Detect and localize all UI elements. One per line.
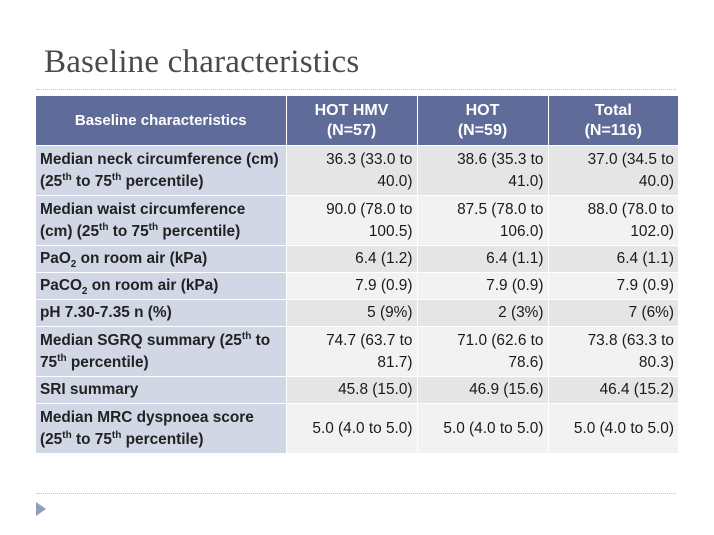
header-total-name: Total (594, 101, 632, 119)
table-row: pH 7.30-7.35 n (%) 5 (9%) 2 (3%) 7 (6%) (36, 299, 678, 327)
triangle-bullet-icon (36, 502, 46, 516)
row-label-sup: th (241, 330, 252, 342)
row-label-text: on room air (kPa) (76, 250, 208, 267)
header-hot-hmv-name: HOT HMV (314, 101, 389, 119)
header-hot-hmv: HOT HMV (N=57) (286, 96, 418, 146)
row-label-text: percentile) (158, 222, 241, 240)
table-row: Median MRC dyspnoea score (25th to 75th … (36, 403, 678, 453)
cell-hot-hmv: 5.0 (4.0 to 5.0) (286, 403, 418, 453)
row-label-text: to 75 (108, 222, 149, 240)
row-label: Median neck circumference (cm) (25th to … (36, 145, 287, 196)
row-label-sub: 2 (70, 259, 77, 271)
row-label-text: percentile) (121, 172, 204, 190)
cell-hot: 6.4 (1.1) (417, 245, 549, 273)
row-label: PaO2 on room air (kPa) (36, 245, 287, 273)
cell-hot-hmv: 74.7 (63.7 to 81.7) (286, 326, 418, 377)
cell-total: 73.8 (63.3 to 80.3) (548, 326, 678, 377)
cell-hot-hmv: 6.4 (1.2) (286, 245, 418, 273)
table-row: PaCO2 on room air (kPa) 7.9 (0.9) 7.9 (0… (36, 272, 678, 300)
header-characteristics: Baseline characteristics (36, 96, 287, 146)
row-label: pH 7.30-7.35 n (%) (36, 299, 287, 327)
table-row: PaO2 on room air (kPa) 6.4 (1.2) 6.4 (1.… (36, 245, 678, 273)
row-label-text: percentile) (66, 353, 149, 371)
cell-total: 5.0 (4.0 to 5.0) (548, 403, 678, 453)
bottom-divider (36, 493, 676, 494)
cell-total: 7.9 (0.9) (548, 272, 678, 300)
row-label-text: PaO (40, 250, 71, 267)
cell-total: 37.0 (34.5 to 40.0) (548, 145, 678, 196)
row-label: SRI summary (36, 376, 287, 404)
slide-title: Baseline characteristics (44, 44, 360, 80)
row-label: Median MRC dyspnoea score (25th to 75th … (36, 403, 287, 453)
row-label: Median SGRQ summary (25th to 75th percen… (36, 326, 287, 377)
row-label-text: to 75 (71, 172, 112, 190)
header-hot: HOT (N=59) (417, 96, 549, 146)
row-label-sup: th (62, 171, 72, 183)
row-label-sup: th (99, 221, 109, 233)
cell-hot: 38.6 (35.3 to 41.0) (417, 145, 549, 196)
cell-total: 7 (6%) (548, 299, 678, 327)
top-divider (36, 89, 676, 90)
cell-total: 46.4 (15.2) (548, 376, 678, 404)
cell-total: 6.4 (1.1) (548, 245, 678, 273)
cell-hot-hmv: 7.9 (0.9) (286, 272, 418, 300)
header-hot-name: HOT (465, 101, 500, 119)
header-row: Baseline characteristics HOT HMV (N=57) H… (36, 96, 678, 146)
cell-hot: 87.5 (78.0 to 106.0) (417, 195, 549, 246)
cell-hot-hmv: 90.0 (78.0 to 100.5) (286, 195, 418, 246)
row-label-sup: th (111, 429, 122, 441)
row-label: Median waist circumference (cm) (25th to… (36, 195, 287, 246)
table-row: Median waist circumference (cm) (25th to… (36, 195, 678, 246)
header-total: Total (N=116) (548, 96, 678, 146)
row-label-sub: 2 (81, 286, 88, 298)
header-hot-n: (N=59) (457, 121, 508, 139)
row-label-text: Median waist circumference (cm) (25 (40, 200, 246, 240)
cell-hot: 2 (3%) (417, 299, 549, 327)
row-label-text: to 75 (40, 331, 271, 371)
row-label-text: Median MRC dyspnoea score (25 (40, 408, 254, 448)
cell-hot: 5.0 (4.0 to 5.0) (417, 403, 549, 453)
cell-hot-hmv: 5 (9%) (286, 299, 418, 327)
row-label-text: PaCO (40, 277, 82, 294)
row-label-text: on room air (kPa) (87, 277, 219, 294)
row-label-sup: th (148, 221, 159, 233)
row-label-text: Median SGRQ summary (25 (40, 331, 242, 349)
cell-hot: 46.9 (15.6) (417, 376, 549, 404)
cell-hot-hmv: 36.3 (33.0 to 40.0) (286, 145, 418, 196)
table-row: Median neck circumference (cm) (25th to … (36, 145, 678, 196)
table-row: SRI summary 45.8 (15.0) 46.9 (15.6) 46.4… (36, 376, 678, 404)
cell-hot: 7.9 (0.9) (417, 272, 549, 300)
cell-hot: 71.0 (62.6 to 78.6) (417, 326, 549, 377)
row-label-sup: th (57, 352, 67, 364)
row-label-sup: th (62, 429, 72, 441)
row-label-text: Median neck circumference (cm) (25 (40, 150, 279, 190)
row-label-sup: th (111, 171, 122, 183)
cell-total: 88.0 (78.0 to 102.0) (548, 195, 678, 246)
table-row: Median SGRQ summary (25th to 75th percen… (36, 326, 678, 377)
cell-hot-hmv: 45.8 (15.0) (286, 376, 418, 404)
baseline-table: Baseline characteristics HOT HMV (N=57) H… (36, 96, 678, 453)
row-label-text: percentile) (121, 430, 204, 448)
row-label-text: to 75 (71, 430, 112, 448)
row-label: PaCO2 on room air (kPa) (36, 272, 287, 300)
header-hot-hmv-n: (N=57) (326, 121, 377, 139)
header-total-n: (N=116) (584, 121, 642, 139)
